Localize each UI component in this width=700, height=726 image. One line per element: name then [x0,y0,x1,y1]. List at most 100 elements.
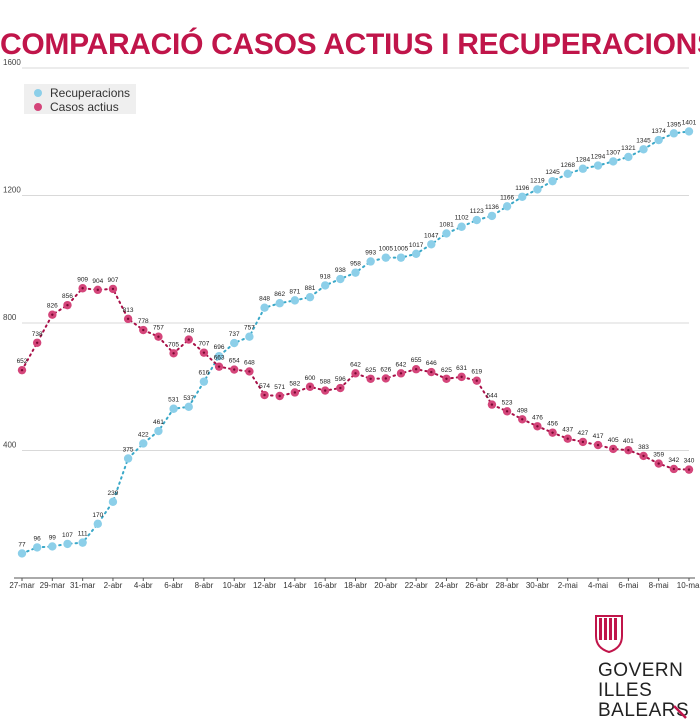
data-point-center-casos-actius [51,313,54,316]
data-point-recuperacions [32,543,42,552]
series-line-recuperacions [21,130,690,555]
data-point-center-casos-actius [126,317,130,321]
data-point-center-casos-actius [81,287,84,290]
data-label-casos-actius: 625 [441,367,452,374]
data-point-center-casos-actius [521,418,524,421]
data-label-recuperacions: 757 [244,325,255,332]
coat-of-arms-icon [595,615,623,654]
data-label-casos-actius: 401 [623,438,634,445]
data-point-center-casos-actius [369,377,372,380]
data-label-recuperacions: 1005 [379,246,394,253]
data-label-recuperacions: 1245 [545,169,560,176]
data-point-recuperacions [275,299,284,308]
data-point-center-casos-actius [202,351,206,354]
chart-legend: Recuperacions Casos actius [24,84,136,114]
data-label-casos-actius: 642 [396,361,407,368]
data-label-casos-actius: 648 [244,359,255,366]
data-point-recuperacions [108,497,118,507]
x-tick-label: 6-mai [618,581,638,590]
data-point-recuperacions [230,338,239,348]
data-label-recuperacions: 1017 [409,242,424,249]
data-point-center-casos-actius [248,370,251,373]
brand-line-balears: BALEARS [598,700,690,721]
data-point-recuperacions [93,519,102,529]
x-tick-label: 12-abr [253,581,276,590]
data-point-center-casos-actius [233,368,236,371]
data-point-recuperacions [502,202,512,211]
data-point-center-casos-actius [308,385,312,388]
x-tick-label: 30-abr [526,581,549,590]
data-point-center-casos-actius [536,425,539,428]
brand-slash-mark [673,705,687,719]
data-point-center-casos-actius [384,377,388,380]
data-point-center-casos-actius [414,368,418,371]
data-point-recuperacions [17,549,27,558]
data-point-recuperacions [199,377,209,386]
data-point-recuperacions [639,145,648,154]
data-label-recuperacions: 1081 [439,221,454,228]
data-label-casos-actius: 405 [608,437,619,444]
data-label-recuperacions: 77 [18,541,26,548]
y-tick-label: 400 [3,441,17,450]
data-label-casos-actius: 707 [198,341,209,348]
data-label-casos-actius: 663 [214,355,225,362]
x-tick-label: 4-mai [588,581,608,590]
data-point-recuperacions [351,268,360,277]
data-point-recuperacions [548,176,557,186]
data-label-recuperacions: 848 [259,296,270,303]
data-label-recuperacions: 422 [138,431,149,438]
data-label-recuperacions: 862 [274,291,285,298]
data-label-recuperacions: 96 [34,535,42,542]
data-point-center-casos-actius [96,288,99,292]
legend-swatch-casos-actius [34,103,42,111]
data-label-casos-actius: 619 [471,369,482,376]
data-point-recuperacions [139,439,148,448]
data-label-casos-actius: 748 [183,328,194,335]
data-label-recuperacions: 881 [305,285,316,292]
data-point-recuperacions [472,215,481,225]
data-label-casos-actius: 596 [335,376,346,383]
data-point-recuperacions [563,169,572,179]
data-label-recuperacions: 1284 [576,157,591,164]
data-label-casos-actius: 383 [638,444,649,451]
data-point-recuperacions [654,135,663,145]
data-label-casos-actius: 544 [487,393,498,400]
x-tick-label: 26-abr [465,581,488,590]
data-point-center-casos-actius [475,379,478,382]
data-point-recuperacions [609,157,618,166]
data-point-center-casos-actius [505,410,509,413]
legend-label-recuperacions: Recuperacions [50,86,131,100]
data-point-recuperacions [184,402,193,412]
data-point-recuperacions [260,303,269,312]
data-point-recuperacions [245,332,254,341]
data-point-recuperacions [290,296,300,305]
data-point-recuperacions [63,539,72,549]
data-point-center-casos-actius [642,454,645,458]
data-label-casos-actius: 904 [92,278,103,285]
data-label-casos-actius: 646 [426,360,437,367]
data-label-recuperacions: 1321 [621,145,636,152]
data-point-recuperacions [684,127,694,136]
data-label-casos-actius: 498 [517,407,528,414]
x-tick-label: 2-abr [104,581,123,590]
data-point-recuperacions [305,292,315,302]
legend-label-casos-actius: Casos actius [50,100,119,114]
data-point-recuperacions [336,274,345,284]
data-label-casos-actius: 626 [380,366,391,373]
x-tick-label: 8-mai [649,581,669,590]
data-label-recuperacions: 871 [289,288,300,295]
data-point-center-casos-actius [399,372,403,375]
data-point-center-casos-actius [672,467,676,471]
x-tick-label: 27-mar [9,581,35,590]
data-point-recuperacions [593,161,603,170]
data-point-recuperacions [154,426,163,436]
data-point-center-casos-actius [35,341,39,344]
data-label-casos-actius: 625 [365,367,376,374]
data-point-recuperacions [169,404,178,413]
data-label-casos-actius: 342 [668,457,679,464]
data-point-center-casos-actius [657,462,660,465]
data-point-center-casos-actius [172,352,175,355]
x-tick-label: 6-abr [164,581,183,590]
data-point-recuperacions [320,281,330,290]
data-point-center-casos-actius [157,335,160,338]
